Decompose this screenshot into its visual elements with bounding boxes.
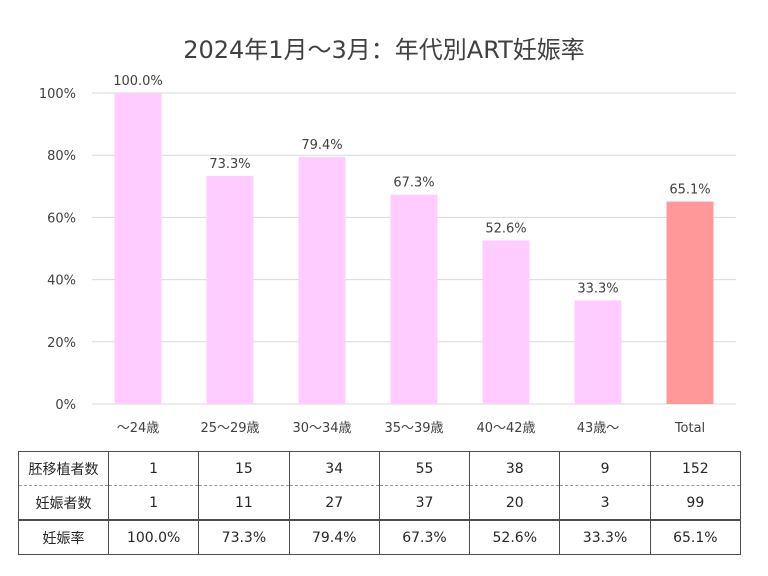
bar-total [666,201,714,404]
row-header: 胚移植者数 [18,451,109,486]
data-label: 100.0% [113,74,163,89]
data-labels: 100.0% 73.3% 79.4% 67.3% 52.6% 33.3% 65.1% [113,74,710,296]
bar [206,176,254,404]
data-label: 52.6% [485,221,526,236]
bar [390,194,438,404]
row-header: 妊娠率 [18,520,109,555]
table-cell: 152 [649,451,742,486]
data-label: 65.1% [669,183,710,198]
y-tick-label: 80% [47,149,76,164]
table-row-rate: 妊娠率 100.0% 73.3% 79.4% 67.3% 52.6% 33.3%… [18,520,742,555]
chart-title: 2024年1月～3月：年代別ART妊娠率 [183,36,585,64]
row-header: 妊娠者数 [18,485,109,521]
y-tick-label: 60% [47,211,76,226]
x-tick-label: 35～39歳 [384,421,443,436]
bar-chart: 0% 20% 40% 60% 80% 100% 100.0% 73.3% 79.4% 67.3%… [39,74,736,436]
data-label: 33.3% [577,281,618,296]
table-cell: 9 [559,451,651,486]
table-cell: 11 [198,485,290,521]
table-cell: 100.0% [107,520,200,555]
data-label: 73.3% [209,157,250,172]
data-label: 79.4% [301,138,342,153]
table-cell: 37 [378,485,471,521]
y-tick-label: 40% [47,274,76,289]
table-cell: 99 [649,485,742,521]
table-cell: 20 [469,485,561,521]
x-axis-tick-labels: ～24歳 25～29歳 30～34歳 35～39歳 40～42歳 43歳～ Total [117,421,705,436]
table-cell: 67.3% [378,520,471,555]
y-tick-label: 0% [55,398,76,413]
x-tick-label: Total [674,421,705,436]
bars [114,93,714,404]
bar [482,240,530,404]
table-cell: 1 [107,485,200,521]
table-cell: 33.3% [559,520,651,555]
x-tick-label: 25～29歳 [200,421,259,436]
y-axis-tick-labels: 0% 20% 40% 60% 80% 100% [39,87,76,413]
data-label: 67.3% [393,176,434,191]
x-tick-label: 43歳～ [577,421,620,436]
table-cell: 52.6% [469,520,561,555]
x-tick-label: ～24歳 [117,421,160,436]
bar [298,157,346,404]
table-cell: 34 [288,451,380,486]
y-tick-label: 20% [47,336,76,351]
bar [574,300,622,404]
table-cell: 38 [469,451,561,486]
table-cell: 65.1% [649,520,742,555]
table-cell: 27 [288,485,380,521]
data-table: 胚移植者数 1 15 34 55 38 9 152 妊娠者数 1 11 27 3… [18,451,742,555]
table-cell: 1 [107,451,200,486]
table-row-pregnancies: 妊娠者数 1 11 27 37 20 3 99 [18,485,742,521]
x-tick-label: 30～34歳 [292,421,351,436]
x-tick-label: 40～42歳 [476,421,535,436]
y-tick-label: 100% [39,87,76,102]
table-cell: 15 [198,451,290,486]
bar [114,93,162,404]
table-cell: 3 [559,485,651,521]
table-cell: 73.3% [198,520,290,555]
table-row-transfers: 胚移植者数 1 15 34 55 38 9 152 [18,451,742,486]
table-cell: 79.4% [288,520,380,555]
table-cell: 55 [378,451,471,486]
